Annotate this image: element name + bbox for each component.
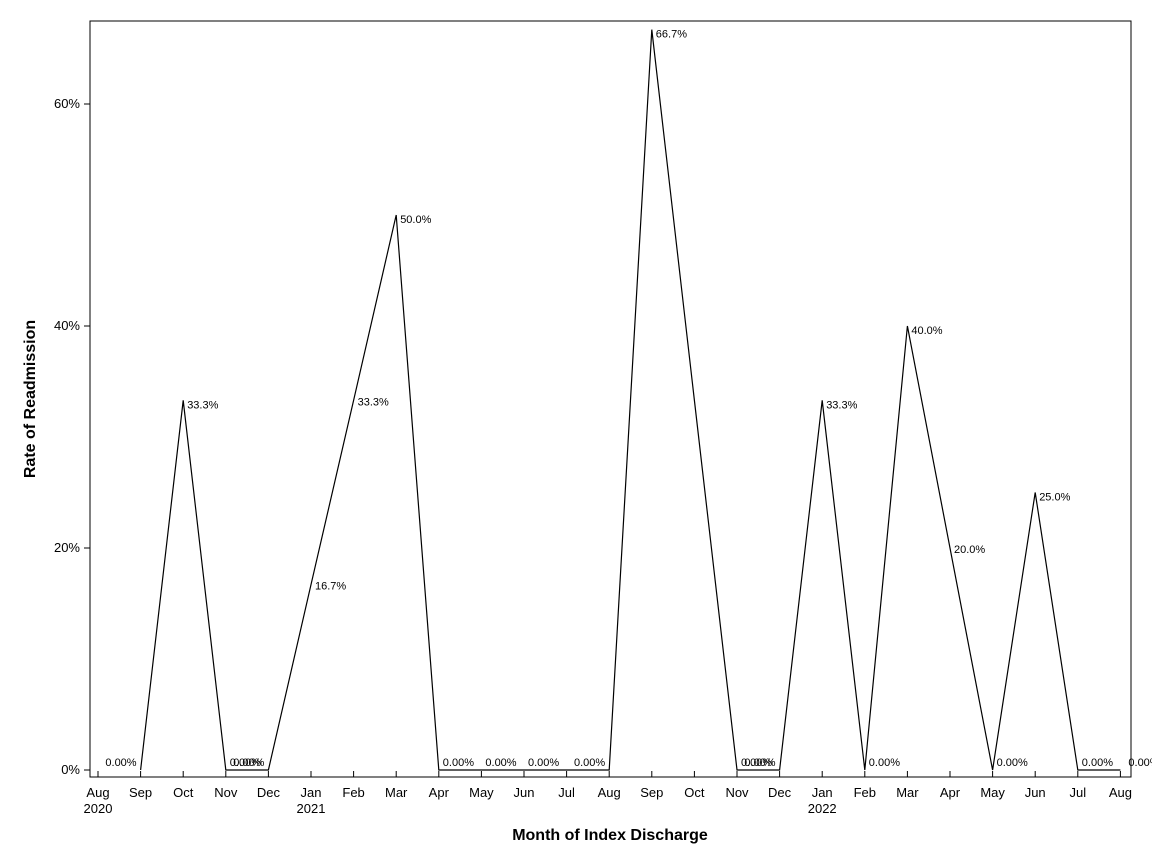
x-tick-label: Mar <box>385 785 408 800</box>
data-label: 16.7% <box>315 581 346 593</box>
x-tick-label: May <box>469 785 494 800</box>
x-tick-label: Oct <box>684 785 705 800</box>
data-label: 0.00% <box>744 757 775 769</box>
x-tick-label: Dec <box>768 785 792 800</box>
x-tick-label: Sep <box>129 785 152 800</box>
y-tick-label: 60% <box>54 96 80 111</box>
data-label: 0.00% <box>528 757 559 769</box>
y-tick-label: 0% <box>61 762 80 777</box>
y-tick-label: 20% <box>54 540 80 555</box>
series-layer <box>140 29 1121 771</box>
x-tick-label: Apr <box>429 785 450 800</box>
x-tick-label: May <box>980 785 1005 800</box>
x-tick-label: Oct <box>173 785 194 800</box>
x-tick-label: Sep <box>640 785 663 800</box>
data-label: 0.00% <box>443 757 474 769</box>
data-label: 0.00% <box>105 757 136 769</box>
data-label: 40.0% <box>911 325 942 337</box>
x-tick-label: Aug <box>598 785 621 800</box>
x-tick-label: Jul <box>558 785 575 800</box>
data-label: 0.00% <box>869 757 900 769</box>
data-label: 0.00% <box>1082 757 1113 769</box>
x-tick-label: Feb <box>342 785 364 800</box>
series-line <box>140 29 1121 771</box>
x-tick-label: Nov <box>725 785 749 800</box>
x-tick-label: Nov <box>214 785 238 800</box>
data-label: 33.3% <box>187 399 218 411</box>
x-tick-label: Jan <box>301 785 322 800</box>
x-tick-label: Aug <box>1109 785 1132 800</box>
x-tick-label: Mar <box>896 785 919 800</box>
data-label: 0.00% <box>230 757 261 769</box>
x-tick-year-label: 2021 <box>297 801 326 816</box>
data-label: 0.00% <box>574 757 605 769</box>
data-label: 20.0% <box>954 544 985 556</box>
data-label: 33.3% <box>826 399 857 411</box>
x-tick-label: Jun <box>1025 785 1046 800</box>
data-label: 25.0% <box>1039 492 1070 504</box>
x-tick-year-label: 2020 <box>84 801 113 816</box>
data-label: 0.00% <box>741 757 772 769</box>
plot-frame <box>89 20 1132 778</box>
y-axis-title: Rate of Readmission <box>22 320 39 478</box>
data-label: 0.00% <box>997 757 1028 769</box>
data-label: 0.00% <box>233 757 264 769</box>
x-axis-title: Month of Index Discharge <box>512 827 708 844</box>
y-tick-label: 40% <box>54 318 80 333</box>
data-labels: 0.00% 33.3% 0.00% 0.00% 16.7% 33.3% 50.0% 0.00%… <box>105 29 1152 769</box>
data-label: 0.00% <box>1128 757 1152 769</box>
x-tick-label: Dec <box>257 785 281 800</box>
x-tick-label: Aug <box>86 785 109 800</box>
x-tick-label: Jun <box>514 785 535 800</box>
x-tick-label: Apr <box>940 785 961 800</box>
data-label: 0.00% <box>485 757 516 769</box>
x-tick-year-label: 2022 <box>808 801 837 816</box>
y-axis: 0% 20% 40% 60% <box>54 96 90 777</box>
data-label: 50.0% <box>400 214 431 226</box>
x-tick-label: Feb <box>854 785 876 800</box>
x-tick-label: Jan <box>812 785 833 800</box>
data-label: 33.3% <box>358 396 389 408</box>
x-tick-label: Jul <box>1069 785 1086 800</box>
data-label: 66.7% <box>656 29 687 41</box>
